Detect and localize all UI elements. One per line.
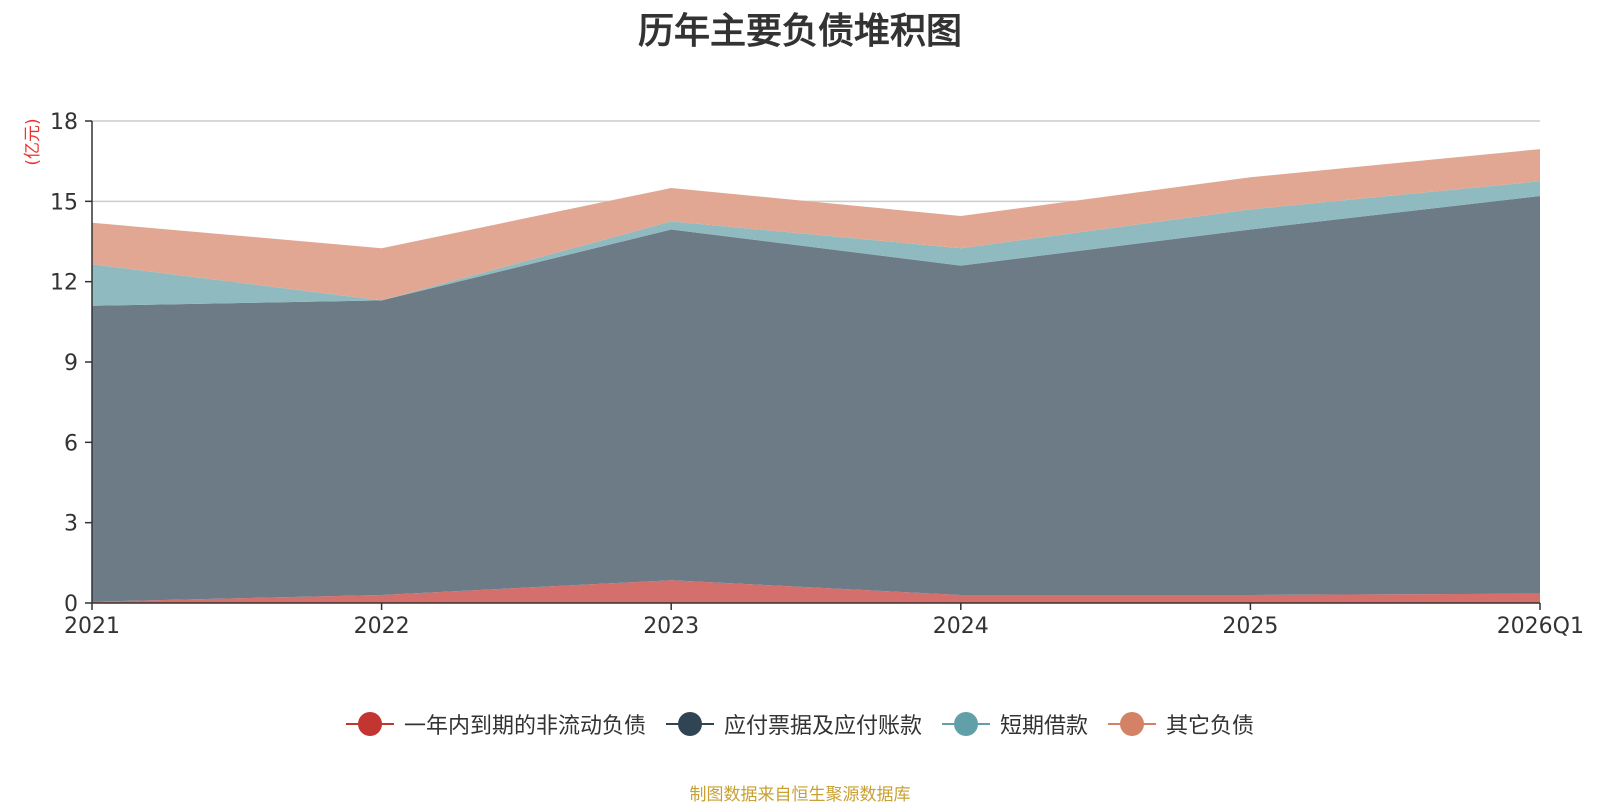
y-axis-ticks: 0 3 6 9 12 15 18 (50, 110, 92, 617)
legend-marker-icon (665, 710, 714, 738)
legend-label: 其它负债 (1166, 714, 1255, 739)
x-tick-label: 2025 (1222, 614, 1278, 639)
x-tick-label: 2022 (354, 614, 410, 639)
x-tick-label: 2026Q1 (1497, 614, 1584, 639)
legend-item[interactable]: 短期借款 (942, 708, 1088, 740)
area-series-3 (92, 181, 1540, 306)
legend-label: 短期借款 (1000, 714, 1089, 739)
y-tick-label: 18 (50, 110, 78, 135)
chart-title: 历年主要负债堆积图 (637, 11, 962, 52)
area-series-2 (92, 195, 1540, 602)
y-tick-label: 3 (64, 512, 78, 537)
area-series (92, 149, 1540, 603)
y-tick-label: 12 (50, 271, 78, 296)
legend-item[interactable]: 应付票据及应付账款 (665, 708, 922, 740)
legend-item[interactable]: 一年内到期的非流动负债 (345, 708, 646, 740)
legend-label: 应付票据及应付账款 (723, 714, 922, 739)
legend-label: 一年内到期的非流动负债 (403, 714, 646, 739)
area-series-1 (92, 580, 1540, 603)
area-series-4 (92, 149, 1540, 301)
legend: 一年内到期的非流动负债 应付票据及应付账款 短期借款 其它负债 (0, 708, 1600, 740)
legend-marker-icon (345, 710, 394, 738)
legend-marker-icon (942, 710, 990, 738)
y-tick-label: 15 (50, 190, 78, 215)
y-tick-label: 0 (64, 592, 78, 617)
y-tick-label: 9 (64, 351, 78, 376)
y-tick-label: 6 (64, 431, 78, 456)
source-note: 制图数据来自恒生聚源数据库 (689, 785, 911, 805)
x-tick-label: 2023 (643, 614, 699, 639)
legend-marker-icon (1108, 710, 1157, 738)
y-axis-unit-label: (亿元) (23, 118, 43, 165)
legend-item[interactable]: 其它负债 (1108, 708, 1254, 740)
x-axis-ticks: 2021 2022 2023 2024 2025 2026Q1 (64, 603, 1584, 639)
x-tick-label: 2021 (64, 614, 120, 639)
x-tick-label: 2024 (933, 614, 989, 639)
